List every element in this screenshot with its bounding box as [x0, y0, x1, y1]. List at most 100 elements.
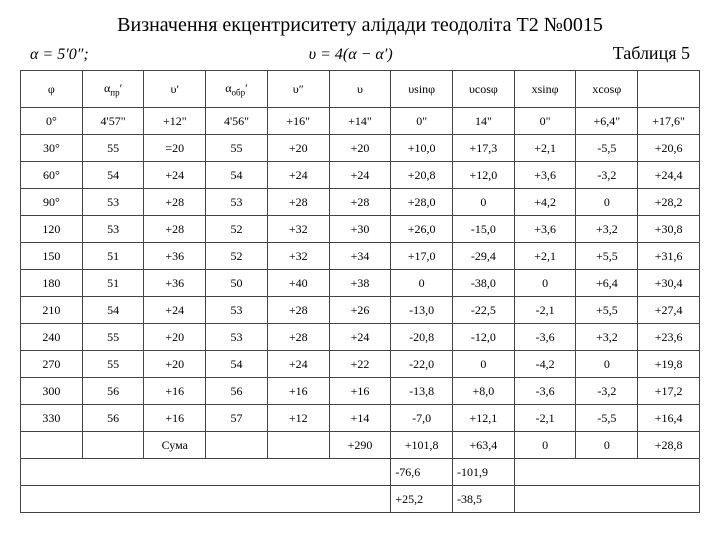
cell: +28 [329, 189, 391, 216]
cell: +20 [144, 351, 206, 378]
cell: +17,3 [453, 135, 515, 162]
extra-row: -76,6-101,9 [21, 459, 700, 486]
cell: +3,2 [576, 324, 638, 351]
cell: -15,0 [453, 216, 515, 243]
cell: +24 [267, 162, 329, 189]
cell [21, 432, 83, 459]
cell: 0 [514, 270, 576, 297]
cell: +36 [144, 270, 206, 297]
cell: +22 [329, 351, 391, 378]
cell: 57 [206, 405, 268, 432]
cell: -3,6 [514, 378, 576, 405]
subline: α = 5′0″; υ = 4(α − α′) Таблиця 5 [30, 43, 690, 64]
cell: +32 [267, 216, 329, 243]
cell: +3,6 [514, 216, 576, 243]
cell: +16,4 [638, 405, 700, 432]
cell: 150 [21, 243, 83, 270]
cell: 54 [206, 351, 268, 378]
cell: +8,0 [453, 378, 515, 405]
cell: 53 [206, 189, 268, 216]
cell: 54 [82, 162, 144, 189]
cell: -38,0 [453, 270, 515, 297]
table-row: 0°4'57"+12"4'56"+16"+14"0"14"0"+6,4"+17,… [21, 108, 700, 135]
h1: αпр′ [82, 71, 144, 108]
cell: +20,6 [638, 135, 700, 162]
cell: -2,1 [514, 297, 576, 324]
h2: υ′ [144, 71, 206, 108]
cell: +17,2 [638, 378, 700, 405]
cell: 51 [82, 270, 144, 297]
cell: +38 [329, 270, 391, 297]
cell: -29,4 [453, 243, 515, 270]
cell: +30,8 [638, 216, 700, 243]
table-label: Таблиця 5 [613, 43, 690, 64]
cell [206, 432, 268, 459]
cell: +24 [329, 324, 391, 351]
cell: +25,2 [391, 486, 453, 513]
cell: +16 [329, 378, 391, 405]
h6: υsinφ [391, 71, 453, 108]
cell: -3,2 [576, 378, 638, 405]
data-table: φ αпр′ υ′ αобр′ υ″ υ υsinφ υcosφ xsinφ x… [20, 70, 700, 513]
cell: 0 [391, 270, 453, 297]
cell: +6,4" [576, 108, 638, 135]
cell: +5,5 [576, 243, 638, 270]
cell: =20 [144, 135, 206, 162]
cell: 54 [82, 297, 144, 324]
h9: xcosφ [576, 71, 638, 108]
table-row: 33056+1657+12+14-7,0+12,1-2,1-5,5+16,4 [21, 405, 700, 432]
cell: +16 [267, 378, 329, 405]
cell: -38,5 [453, 486, 515, 513]
cell [21, 486, 391, 513]
cell: 53 [82, 189, 144, 216]
cell [267, 432, 329, 459]
cell: -2,1 [514, 405, 576, 432]
cell: +101,8 [391, 432, 453, 459]
cell: +36 [144, 243, 206, 270]
cell: 52 [206, 243, 268, 270]
cell: 55 [82, 351, 144, 378]
cell: 330 [21, 405, 83, 432]
cell: +24,4 [638, 162, 700, 189]
cell: -5,5 [576, 135, 638, 162]
extra-row: +25,2-38,5 [21, 486, 700, 513]
cell: 300 [21, 378, 83, 405]
cell: +16 [144, 378, 206, 405]
cell: 0" [391, 108, 453, 135]
cell [82, 432, 144, 459]
cell: +26,0 [391, 216, 453, 243]
cell: 90° [21, 189, 83, 216]
cell: 53 [206, 297, 268, 324]
cell: +28 [144, 189, 206, 216]
cell: +17,6" [638, 108, 700, 135]
cell: +14 [329, 405, 391, 432]
table-row: 60°54+2454+24+24+20,8+12,0+3,6-3,2+24,4 [21, 162, 700, 189]
cell: 55 [82, 324, 144, 351]
cell: 54 [206, 162, 268, 189]
cell: 14" [453, 108, 515, 135]
cell: -3,2 [576, 162, 638, 189]
cell: 0 [576, 351, 638, 378]
cell: +4,2 [514, 189, 576, 216]
cell: +6,4 [576, 270, 638, 297]
cell: -20,8 [391, 324, 453, 351]
cell: +28 [144, 216, 206, 243]
cell: -13,8 [391, 378, 453, 405]
cell: +28 [267, 324, 329, 351]
cell: 4'56" [206, 108, 268, 135]
cell: 51 [82, 243, 144, 270]
sum-row: Сума+290+101,8+63,400+28,8 [21, 432, 700, 459]
cell: +27,4 [638, 297, 700, 324]
cell: 210 [21, 297, 83, 324]
cell: 0 [514, 432, 576, 459]
cell: +5,5 [576, 297, 638, 324]
cell: +290 [329, 432, 391, 459]
h7: υcosφ [453, 71, 515, 108]
cell: +19,8 [638, 351, 700, 378]
cell: +12,1 [453, 405, 515, 432]
cell: +24 [144, 162, 206, 189]
cell: 53 [82, 216, 144, 243]
header-row: φ αпр′ υ′ αобр′ υ″ υ υsinφ υcosφ xsinφ x… [21, 71, 700, 108]
cell [21, 459, 391, 486]
cell: 270 [21, 351, 83, 378]
